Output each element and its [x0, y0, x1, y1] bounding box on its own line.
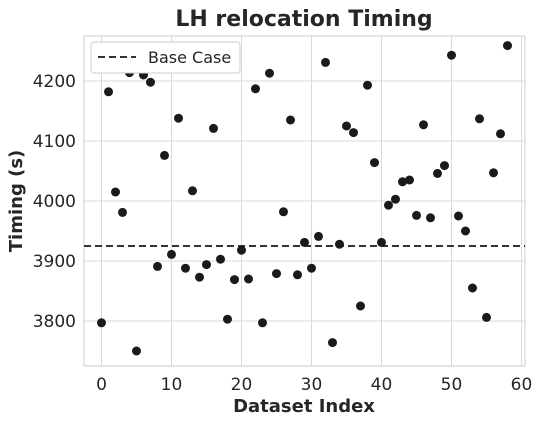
- x-tick-label: 60: [511, 375, 533, 395]
- y-tick-label: 4200: [33, 72, 76, 92]
- data-point: [468, 283, 477, 293]
- tick-labels: 0 10 20 30 40 50 60 3800 3900 4000 4100 4200: [33, 72, 533, 395]
- data-point: [279, 207, 288, 217]
- data-point: [132, 346, 141, 356]
- chart-title: LH relocation Timing: [175, 7, 432, 32]
- data-point: [321, 57, 330, 67]
- data-point: [433, 168, 442, 178]
- data-point: [398, 177, 407, 187]
- data-point: [258, 318, 267, 328]
- x-axis-label: Dataset Index: [233, 396, 375, 417]
- y-tick-label: 4000: [33, 192, 76, 212]
- x-tick-label: 40: [371, 375, 393, 395]
- data-point: [265, 68, 274, 78]
- data-point: [440, 161, 449, 171]
- data-point: [496, 129, 505, 139]
- data-point: [405, 175, 414, 185]
- data-point: [237, 245, 246, 255]
- legend: Base Case: [90, 41, 241, 74]
- data-point: [335, 239, 344, 249]
- data-point: [146, 77, 155, 87]
- y-tick-label: 3900: [33, 252, 76, 272]
- data-point: [97, 318, 106, 328]
- data-point: [223, 314, 232, 324]
- data-point: [209, 123, 218, 133]
- x-tick-label: 50: [441, 375, 463, 395]
- data-point: [349, 128, 358, 138]
- x-tick-label: 30: [301, 375, 323, 395]
- data-point: [370, 158, 379, 168]
- data-points: [97, 41, 512, 356]
- data-point: [419, 120, 428, 130]
- data-point: [202, 260, 211, 270]
- data-point: [181, 263, 190, 273]
- data-point: [286, 115, 295, 125]
- data-point: [342, 121, 351, 131]
- data-point: [363, 80, 372, 90]
- data-point: [454, 211, 463, 221]
- data-point: [188, 186, 197, 196]
- data-point: [482, 312, 491, 322]
- legend-label: Base Case: [148, 48, 231, 67]
- data-point: [503, 41, 512, 51]
- data-point: [307, 263, 316, 273]
- data-point: [384, 200, 393, 210]
- data-point: [251, 84, 260, 94]
- legend-box: [90, 41, 241, 74]
- data-point: [195, 272, 204, 282]
- data-point: [111, 187, 120, 197]
- data-point: [356, 301, 365, 311]
- data-point: [391, 194, 400, 204]
- y-tick-label: 3800: [33, 312, 76, 332]
- data-point: [160, 150, 169, 160]
- x-tick-label: 10: [161, 375, 183, 395]
- data-point: [426, 213, 435, 223]
- data-point: [447, 50, 456, 60]
- data-point: [489, 168, 498, 178]
- grid-lines: [84, 36, 525, 366]
- data-point: [412, 210, 421, 220]
- data-point: [216, 254, 225, 264]
- x-tick-label: 0: [96, 375, 107, 395]
- data-point: [475, 114, 484, 124]
- data-point: [118, 207, 127, 217]
- y-tick-label: 4100: [33, 132, 76, 152]
- y-axis-label: Timing (s): [6, 150, 27, 253]
- data-point: [244, 274, 253, 284]
- data-point: [153, 261, 162, 271]
- data-point: [300, 237, 309, 247]
- data-point: [104, 87, 113, 97]
- data-point: [314, 231, 323, 241]
- data-point: [167, 249, 176, 259]
- data-point: [461, 226, 470, 236]
- data-point: [293, 270, 302, 280]
- data-point: [272, 269, 281, 279]
- data-point: [174, 113, 183, 123]
- data-point: [328, 338, 337, 348]
- data-point: [377, 237, 386, 247]
- x-tick-label: 20: [231, 375, 253, 395]
- data-point: [230, 275, 239, 285]
